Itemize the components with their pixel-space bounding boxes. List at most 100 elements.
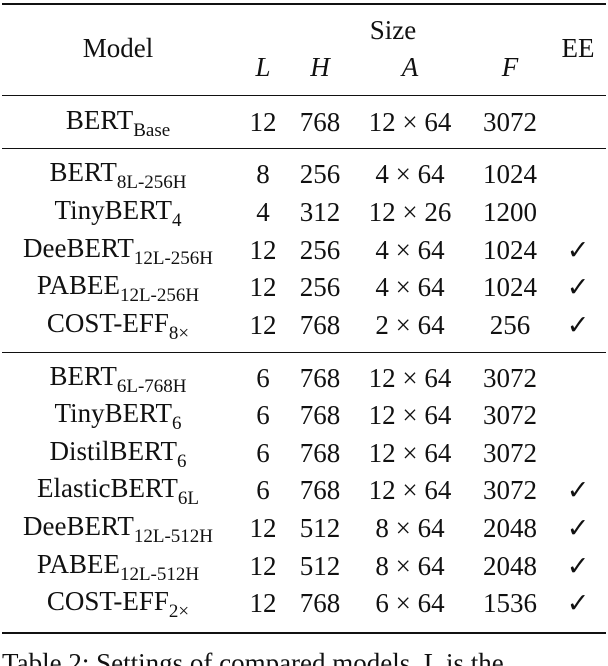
cell-l: 12 [249, 235, 277, 265]
header-h: H [310, 52, 330, 82]
header-size: Size [369, 15, 417, 45]
cell-l: 12 [249, 310, 277, 340]
model-subscript: 12L-256H [133, 248, 214, 269]
model-subscript: 12L-512H [133, 526, 214, 547]
model-name: PABEE [36, 270, 120, 300]
cell-ee: ✓ [566, 588, 590, 618]
model-cell: BERTBase [65, 105, 171, 141]
model-name: BERT [65, 105, 134, 135]
cell-l: 12 [249, 513, 277, 543]
model-subscript: 6 [171, 413, 182, 434]
cell-f: 1200 [483, 197, 537, 227]
model-cell: COST-EFF8× [46, 308, 190, 344]
header-ee: EE [561, 33, 595, 63]
cell-l: 6 [256, 475, 270, 505]
cell-f: 256 [489, 310, 531, 340]
cell-a: 4 × 64 [375, 159, 445, 189]
cell-a: 12 × 64 [368, 363, 452, 393]
cell-l: 6 [256, 438, 270, 468]
cell-ee: ✓ [566, 235, 590, 265]
cell-f: 1024 [483, 159, 537, 189]
model-name: TinyBERT [54, 398, 172, 428]
cell-a: 8 × 64 [375, 551, 445, 581]
cell-h: 256 [299, 272, 341, 302]
model-cell: PABEE12L-512H [36, 549, 200, 585]
model-subscript: 2× [168, 601, 190, 622]
cell-a: 12 × 64 [368, 438, 452, 468]
cell-l: 8 [256, 159, 270, 189]
cell-l: 4 [256, 197, 270, 227]
model-subscript: 6L [177, 488, 199, 509]
cell-h: 512 [299, 513, 341, 543]
model-cell: BERT6L-768H [49, 361, 187, 397]
model-cell: TinyBERT6 [54, 398, 182, 434]
caption: Table 2: Settings of compared models. L … [2, 648, 504, 666]
header-rule [2, 95, 606, 96]
cell-f: 3072 [483, 107, 537, 137]
model-name: DeeBERT [22, 511, 134, 541]
cell-ee: ✓ [566, 272, 590, 302]
model-subscript: 8× [168, 323, 190, 344]
model-cell: PABEE12L-256H [36, 270, 200, 306]
cell-h: 768 [299, 310, 341, 340]
cell-h: 256 [299, 235, 341, 265]
model-subscript: Base [133, 120, 171, 141]
cell-ee: ✓ [566, 513, 590, 543]
header-l: L [255, 52, 271, 82]
cell-h: 768 [299, 438, 341, 468]
cell-f: 1024 [483, 272, 537, 302]
cell-f: 3072 [483, 438, 537, 468]
cell-a: 6 × 64 [375, 588, 445, 618]
bottom-rule [2, 632, 606, 634]
cell-f: 2048 [483, 551, 537, 581]
model-name: PABEE [36, 549, 120, 579]
cell-a: 2 × 64 [375, 310, 445, 340]
model-name: COST-EFF [46, 586, 169, 616]
top-rule [2, 3, 606, 5]
cell-a: 4 × 64 [375, 235, 445, 265]
cell-h: 768 [299, 400, 341, 430]
cell-a: 12 × 64 [368, 107, 452, 137]
header-a: A [401, 52, 419, 82]
cell-h: 768 [299, 107, 341, 137]
cell-l: 12 [249, 272, 277, 302]
model-name: BERT [49, 361, 117, 391]
group-rule [2, 148, 606, 149]
model-subscript: 4 [171, 210, 182, 231]
group-rule [2, 352, 606, 353]
cell-a: 12 × 26 [368, 197, 452, 227]
cell-a: 12 × 64 [368, 400, 452, 430]
cell-ee: ✓ [566, 551, 590, 581]
cell-f: 1024 [483, 235, 537, 265]
cell-a: 8 × 64 [375, 513, 445, 543]
cell-l: 12 [249, 551, 277, 581]
cell-a: 12 × 64 [368, 475, 452, 505]
model-name: ElasticBERT [37, 473, 178, 503]
cell-h: 768 [299, 363, 341, 393]
cell-l: 12 [249, 107, 277, 137]
model-name: COST-EFF [46, 308, 169, 338]
cell-ee: ✓ [566, 475, 590, 505]
model-cell: DeeBERT12L-512H [22, 511, 214, 547]
model-cell: DeeBERT12L-256H [23, 233, 214, 269]
model-cell: BERT8L-256H [49, 157, 186, 193]
cell-f: 3072 [483, 400, 537, 430]
cell-l: 6 [256, 400, 270, 430]
model-name: BERT [49, 157, 117, 187]
model-cell: DistilBERT6 [50, 436, 187, 472]
model-name: TinyBERT [54, 195, 172, 225]
model-cell: ElasticBERT6L [37, 473, 199, 509]
cell-l: 6 [256, 363, 270, 393]
model-subscript: 12L-512H [119, 564, 200, 585]
cell-h: 312 [299, 197, 341, 227]
header-model: Model [82, 33, 154, 63]
model-cell: TinyBERT4 [54, 195, 182, 231]
cell-f: 3072 [483, 363, 537, 393]
model-subscript: 6 [176, 451, 187, 472]
cell-h: 256 [299, 159, 341, 189]
model-subscript: 12L-256H [119, 285, 200, 306]
cell-l: 12 [249, 588, 277, 618]
cell-f: 2048 [483, 513, 537, 543]
model-subscript: 6L-768H [116, 376, 187, 397]
